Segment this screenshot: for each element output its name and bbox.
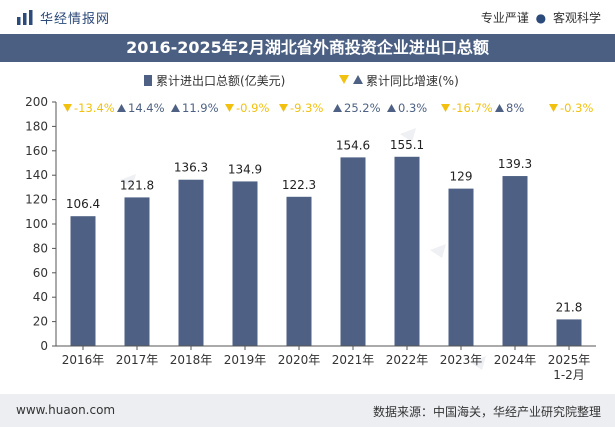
bar [448,188,474,346]
x-tick-label: 2018年 [170,353,213,367]
growth-down-triangle-icon [441,104,450,112]
x-tick-label: 2021年 [332,353,375,367]
growth-value-label: -9.3% [290,101,323,115]
x-tick-label: 2023年 [440,353,483,367]
tagline: 专业严谨 ● 客观科学 [481,9,601,26]
bar-value-label: 134.9 [228,162,262,176]
x-axis: 2016年 2017年 2018年 2019年 2020年 2021年 2022年 2023年… [56,345,596,382]
bar-value-label: 106.4 [66,197,100,211]
footer: www.huaon.com 数据来源：中国海关，华经产业研究院整理 [0,394,615,427]
growth-value-label: 14.4% [128,101,165,115]
bar-value-label: 155.1 [390,138,424,152]
bar-value-label: 21.8 [556,300,583,314]
growth-value-label: -0.3% [560,101,593,115]
y-axis: 0 20 40 60 80 100 120 140 160 180 200 [25,95,57,353]
growth-down-triangle-icon [549,104,558,112]
watermark-mark [120,174,136,188]
bars: 106.4 121.8 136.3 134.9 122.3 154.6 155.1 129 13… [66,138,583,346]
growth-up-triangle-icon [333,104,342,112]
x-tick-label: 2017年 [116,353,159,367]
watermark-mark [470,356,486,370]
bar [70,216,96,346]
y-tick-label: 40 [33,290,48,304]
growth-up-triangle-icon [387,104,396,112]
bar-value-label: 122.3 [282,178,316,192]
growth-value-label: -16.7% [452,101,493,115]
y-tick-label: 120 [25,193,48,207]
bar [232,181,258,346]
growth-down-triangle-icon [63,104,72,112]
bar [124,197,150,346]
legend-up-triangle-icon [353,75,363,84]
y-tick-label: 20 [33,315,48,329]
y-tick-label: 0 [40,339,48,353]
growth-value-label: 11.9% [182,101,219,115]
legend-bar-label: 累计进出口总额(亿美元) [156,73,285,88]
bar-chart: 累计进出口总额(亿美元) 累计同比增速(%) -13.4% 14.4% 11.9% -… [25,73,596,382]
top-bar: 华经情报网 专业严谨 ● 客观科学 [0,0,615,34]
tagline-separator: ● [535,11,547,25]
data-source: 数据来源：中国海关，华经产业研究院整理 [372,405,601,419]
bar [286,196,312,346]
y-tick-label: 180 [25,119,48,133]
y-tick-label: 60 [33,266,48,280]
x-tick-label: 2019年 [224,353,267,367]
growth-value-label: 8% [506,101,524,115]
x-tick-label: 1-2月 [553,368,585,382]
y-tick-label: 140 [25,168,48,182]
legend-growth-label: 累计同比增速(%) [366,74,459,88]
x-tick-label: 2016年 [62,353,105,367]
bar-value-label: 136.3 [174,161,208,175]
legend: 累计进出口总额(亿美元) 累计同比增速(%) [144,73,459,88]
y-tick-label: 100 [25,217,48,231]
growth-value-label: -0.9% [236,101,269,115]
bar [556,319,582,346]
watermark-mark [430,244,446,258]
tagline-left: 专业严谨 [480,11,529,25]
tagline-right: 客观科学 [552,11,601,25]
brand: 华经情报网 [16,8,110,27]
footer-url: www.huaon.com [16,403,116,417]
growth-up-triangle-icon [117,104,126,112]
title-bar: 2016-2025年2月湖北省外商投资企业进出口总额 [0,34,615,62]
growth-down-triangle-icon [225,104,234,112]
x-tick-label: 2020年 [278,353,321,367]
growth-labels: -13.4% 14.4% 11.9% -0.9% -9.3% 25.2% 0.3% -16.7… [63,101,593,115]
y-tick-label: 80 [33,241,48,255]
watermark-mark [400,128,416,142]
brand-name: 华经情报网 [40,12,111,27]
y-tick-label: 200 [25,95,48,109]
x-tick-label: 2025年 [548,353,591,367]
growth-up-triangle-icon [171,104,180,112]
growth-value-label: 25.2% [344,101,381,115]
bar [394,156,420,346]
growth-down-triangle-icon [279,104,288,112]
legend-down-triangle-icon [339,75,349,84]
x-tick-label: 2022年 [386,353,429,367]
bar [340,157,366,346]
y-tick-label: 160 [25,144,48,158]
bar-value-label: 129 [450,170,473,184]
growth-value-label: -13.4% [74,101,115,115]
growth-value-label: 0.3% [398,101,427,115]
x-tick-label: 2024年 [494,353,537,367]
brand-logo-icon [17,9,33,25]
bar [502,176,528,346]
bar [178,179,204,346]
chart-title: 2016-2025年2月湖北省外商投资企业进出口总额 [126,38,489,57]
bar-value-label: 139.3 [498,157,532,171]
growth-up-triangle-icon [495,104,504,112]
legend-bar-swatch [144,75,152,86]
bar-value-label: 121.8 [120,178,154,192]
bar-value-label: 154.6 [336,138,370,152]
